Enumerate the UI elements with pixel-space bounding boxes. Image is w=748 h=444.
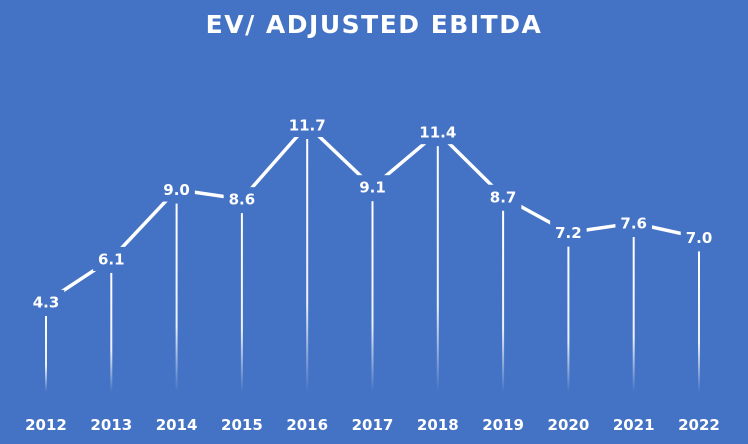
data-label: 11.4: [419, 124, 456, 142]
x-tick-label: 2022: [678, 416, 720, 434]
x-tick-label: 2013: [90, 416, 132, 434]
data-label: 6.1: [98, 250, 125, 268]
x-tick-label: 2016: [286, 416, 328, 434]
data-label-bg: [680, 225, 718, 250]
drop-line: [175, 203, 178, 392]
data-label: 7.2: [555, 224, 582, 242]
x-tick-label: 2012: [25, 416, 67, 434]
x-tick-label: 2014: [156, 416, 198, 434]
data-label-bg: [615, 211, 652, 236]
drop-line: [371, 201, 374, 392]
x-tick-label: 2017: [352, 416, 394, 434]
x-tick-label: 2015: [221, 416, 263, 434]
data-label: 9.1: [359, 179, 386, 197]
data-label-bg: [93, 246, 130, 271]
data-label: 9.0: [163, 181, 190, 199]
data-label-bg: [284, 113, 331, 137]
chart-title: EV/ ADJUSTED EBITDA: [205, 10, 543, 39]
data-label: 7.0: [686, 229, 713, 247]
data-label-bg: [354, 175, 391, 200]
x-tick-label: 2021: [613, 416, 655, 434]
drop-line: [698, 251, 700, 392]
x-tick-label: 2019: [482, 416, 524, 434]
drop-line: [110, 272, 113, 392]
data-label-bg: [550, 220, 587, 245]
x-tick-label: 2020: [548, 416, 590, 434]
data-label-bg: [27, 290, 65, 314]
data-label-bg: [484, 184, 522, 209]
data-label: 4.3: [33, 294, 60, 312]
data-label-bg: [223, 187, 261, 212]
drop-line: [45, 316, 47, 392]
drop-line: [632, 237, 635, 392]
data-label: 8.6: [229, 191, 256, 209]
drop-line: [567, 246, 570, 392]
data-label-bg: [158, 177, 195, 202]
drop-line: [502, 210, 505, 392]
data-label: 11.7: [289, 117, 326, 135]
drop-line: [306, 139, 309, 392]
data-label-bg: [414, 120, 461, 145]
drop-line: [436, 146, 439, 392]
data-label: 8.7: [490, 188, 517, 206]
data-label: 7.6: [620, 215, 647, 233]
x-tick-label: 2018: [417, 416, 459, 434]
drop-line: [240, 213, 243, 392]
